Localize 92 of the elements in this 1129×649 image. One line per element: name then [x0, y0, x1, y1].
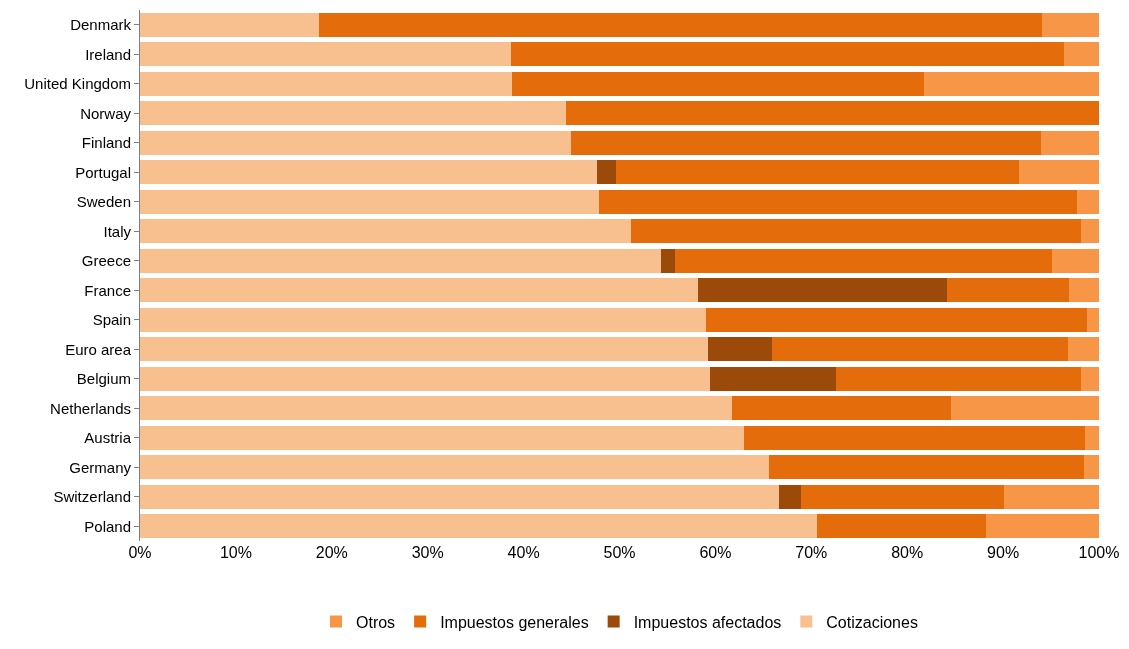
y-tick-label: Netherlands: [50, 399, 131, 417]
bar: [707, 337, 772, 362]
bar: [836, 366, 1081, 391]
y-tick-label: Norway: [80, 104, 132, 122]
x-tick-label: 100%: [1078, 544, 1120, 561]
x-tick-label: 40%: [507, 544, 540, 561]
bar: [675, 248, 1053, 273]
bar: [1052, 248, 1099, 273]
bar: [140, 189, 600, 214]
bar: [660, 248, 676, 273]
legend-label: Otros: [356, 613, 396, 631]
bar: [705, 307, 1087, 332]
y-tick-label: Germany: [69, 458, 132, 476]
y-tick-label: Belgium: [76, 370, 131, 387]
bar: [565, 101, 1099, 126]
bar: [140, 219, 632, 244]
y-tick-label: Greece: [81, 252, 131, 269]
bar: [1063, 42, 1099, 67]
bar: [1086, 307, 1099, 332]
bar: [1069, 278, 1099, 303]
bar: [140, 278, 699, 303]
bar: [771, 337, 1069, 362]
bar: [1042, 12, 1099, 37]
bar: [511, 42, 1064, 67]
x-tick-label: 30%: [411, 544, 444, 561]
bar: [140, 42, 512, 67]
bar: [709, 366, 837, 391]
bar: [947, 278, 1070, 303]
bar: [140, 12, 320, 37]
bar: [817, 514, 986, 539]
bar: [597, 160, 616, 185]
x-tick-label: 60%: [699, 544, 732, 561]
bar: [140, 71, 513, 96]
bar: [744, 425, 1085, 450]
bar: [1004, 484, 1099, 509]
bar: [924, 71, 1099, 96]
bar: [599, 189, 1077, 214]
x-tick-label: 0%: [128, 544, 152, 561]
bar: [140, 130, 571, 155]
bar: [1076, 189, 1099, 214]
bar: [951, 396, 1099, 421]
x-tick-label: 80%: [891, 544, 924, 561]
x-tick-label: 70%: [795, 544, 828, 561]
y-tick-label: Switzerland: [53, 488, 131, 505]
x-tick-label: 20%: [315, 544, 348, 561]
y-tick-label: Finland: [81, 134, 131, 151]
bar: [631, 219, 1081, 244]
y-tick-label: Denmark: [70, 16, 132, 33]
bar: [140, 101, 566, 126]
bar: [140, 514, 818, 539]
y-tick-label: France: [84, 281, 131, 299]
bar: [1084, 425, 1099, 450]
y-tick-label: Sweden: [76, 193, 131, 210]
bar: [615, 160, 1020, 185]
bar: [140, 484, 779, 509]
bar: [140, 425, 745, 450]
bar: [698, 278, 948, 303]
y-tick-label: Euro area: [65, 340, 132, 358]
bar: [1019, 160, 1099, 185]
bar: [140, 455, 770, 480]
bar: [1068, 337, 1099, 362]
bar: [731, 396, 952, 421]
bar: [1083, 455, 1099, 480]
y-tick-label: Austria: [84, 429, 132, 446]
bar: [140, 307, 706, 332]
y-tick-label: United Kingdom: [24, 75, 131, 92]
bar: [140, 366, 710, 391]
y-tick-label: Portugal: [75, 163, 131, 181]
y-tick-label: Ireland: [85, 45, 131, 63]
legend-label: Cotizaciones: [826, 613, 918, 631]
bar: [778, 484, 801, 509]
legend-label: Impuestos afectados: [633, 613, 782, 631]
y-tick-label: Spain: [92, 311, 131, 328]
bar: [1080, 219, 1099, 244]
bar: [1080, 366, 1099, 391]
y-tick-label: Poland: [84, 517, 131, 535]
bar: [512, 71, 925, 96]
bar: [140, 248, 661, 273]
bar: [985, 514, 1099, 539]
x-tick-label: 90%: [987, 544, 1020, 561]
x-tick-label: 50%: [603, 544, 636, 561]
bar: [769, 455, 1084, 480]
bar: [800, 484, 1005, 509]
bar: [140, 396, 732, 421]
y-tick-label: Italy: [103, 222, 132, 240]
bar: [140, 337, 708, 362]
x-tick-label: 10%: [219, 544, 252, 561]
bar: [570, 130, 1041, 155]
legend-label: Impuestos generales: [440, 613, 589, 631]
bar: [140, 160, 598, 185]
bar: [319, 12, 1043, 37]
bar: [1040, 130, 1099, 155]
